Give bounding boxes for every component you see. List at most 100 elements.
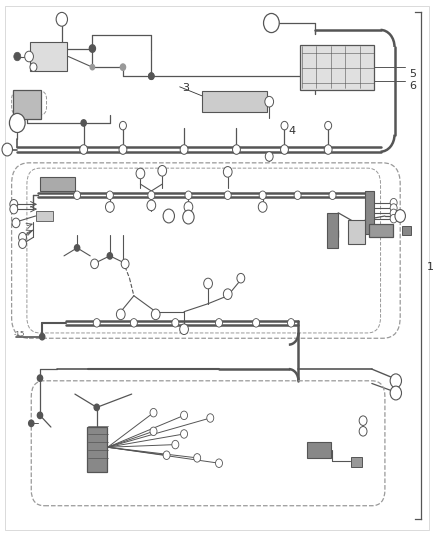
Circle shape bbox=[390, 204, 397, 212]
Circle shape bbox=[136, 168, 145, 179]
Circle shape bbox=[233, 145, 240, 155]
Circle shape bbox=[10, 204, 18, 214]
Circle shape bbox=[281, 122, 288, 130]
Circle shape bbox=[2, 143, 12, 156]
Circle shape bbox=[180, 324, 188, 335]
Circle shape bbox=[194, 454, 201, 462]
Circle shape bbox=[185, 191, 192, 199]
Text: 4: 4 bbox=[289, 126, 296, 136]
Circle shape bbox=[119, 145, 127, 155]
Circle shape bbox=[294, 191, 301, 199]
Bar bbox=[348, 220, 365, 244]
Circle shape bbox=[207, 414, 214, 422]
Circle shape bbox=[56, 12, 67, 26]
Circle shape bbox=[14, 52, 21, 61]
Text: 1: 1 bbox=[426, 262, 433, 271]
Circle shape bbox=[18, 232, 26, 242]
Circle shape bbox=[74, 245, 80, 251]
Circle shape bbox=[288, 319, 294, 327]
Circle shape bbox=[131, 319, 138, 327]
Bar bbox=[368, 224, 392, 237]
Circle shape bbox=[183, 210, 194, 224]
Circle shape bbox=[149, 73, 154, 79]
Circle shape bbox=[12, 218, 20, 228]
Circle shape bbox=[204, 278, 212, 289]
Circle shape bbox=[10, 199, 18, 209]
Circle shape bbox=[30, 63, 37, 71]
Circle shape bbox=[253, 319, 260, 327]
Circle shape bbox=[324, 145, 332, 155]
Bar bbox=[13, 90, 41, 119]
Circle shape bbox=[149, 73, 154, 79]
Circle shape bbox=[107, 253, 113, 259]
Circle shape bbox=[18, 239, 26, 248]
Circle shape bbox=[264, 13, 279, 33]
Circle shape bbox=[37, 412, 42, 418]
Circle shape bbox=[25, 51, 33, 62]
Circle shape bbox=[359, 416, 367, 425]
Circle shape bbox=[390, 214, 397, 223]
Circle shape bbox=[158, 165, 166, 176]
Circle shape bbox=[390, 198, 397, 207]
Text: 3: 3 bbox=[182, 83, 189, 93]
Circle shape bbox=[89, 45, 95, 52]
Circle shape bbox=[28, 420, 34, 426]
Circle shape bbox=[106, 201, 114, 212]
Circle shape bbox=[172, 319, 179, 327]
Bar bbox=[300, 45, 374, 90]
Circle shape bbox=[117, 309, 125, 320]
Circle shape bbox=[93, 319, 100, 327]
Bar bbox=[327, 213, 338, 248]
Circle shape bbox=[329, 191, 336, 199]
Circle shape bbox=[224, 191, 231, 199]
Circle shape bbox=[148, 191, 155, 199]
Circle shape bbox=[10, 114, 25, 133]
Circle shape bbox=[223, 166, 232, 177]
Circle shape bbox=[390, 209, 397, 217]
Circle shape bbox=[390, 386, 402, 400]
Circle shape bbox=[163, 209, 174, 223]
Circle shape bbox=[163, 451, 170, 459]
Circle shape bbox=[150, 408, 157, 417]
Circle shape bbox=[120, 122, 127, 130]
Circle shape bbox=[37, 375, 42, 381]
Circle shape bbox=[265, 152, 273, 161]
Circle shape bbox=[223, 289, 232, 300]
Circle shape bbox=[237, 273, 245, 283]
Text: 5: 5 bbox=[409, 69, 416, 79]
Bar bbox=[351, 457, 362, 467]
Circle shape bbox=[147, 200, 155, 211]
Circle shape bbox=[74, 191, 81, 199]
Circle shape bbox=[395, 209, 406, 222]
Text: -15: -15 bbox=[14, 331, 25, 337]
Circle shape bbox=[259, 191, 266, 199]
Bar bbox=[87, 427, 106, 472]
Circle shape bbox=[180, 145, 188, 155]
Circle shape bbox=[180, 411, 187, 419]
Circle shape bbox=[180, 430, 187, 438]
Circle shape bbox=[359, 426, 367, 436]
Circle shape bbox=[120, 64, 126, 70]
Circle shape bbox=[215, 459, 223, 467]
Bar bbox=[365, 191, 374, 233]
Text: 6: 6 bbox=[409, 81, 416, 91]
Circle shape bbox=[184, 201, 193, 212]
Circle shape bbox=[91, 259, 99, 269]
Circle shape bbox=[80, 145, 88, 155]
Circle shape bbox=[258, 201, 267, 212]
Circle shape bbox=[81, 120, 86, 126]
Circle shape bbox=[281, 145, 288, 155]
Circle shape bbox=[150, 427, 157, 435]
Circle shape bbox=[265, 96, 274, 107]
Circle shape bbox=[39, 334, 45, 340]
Circle shape bbox=[390, 374, 402, 387]
Bar bbox=[307, 442, 332, 458]
Bar bbox=[35, 211, 53, 221]
Bar bbox=[40, 177, 75, 191]
Bar bbox=[403, 225, 411, 235]
Bar bbox=[30, 42, 67, 71]
Circle shape bbox=[90, 64, 95, 70]
Circle shape bbox=[121, 259, 129, 269]
Circle shape bbox=[215, 319, 223, 327]
Circle shape bbox=[325, 122, 332, 130]
